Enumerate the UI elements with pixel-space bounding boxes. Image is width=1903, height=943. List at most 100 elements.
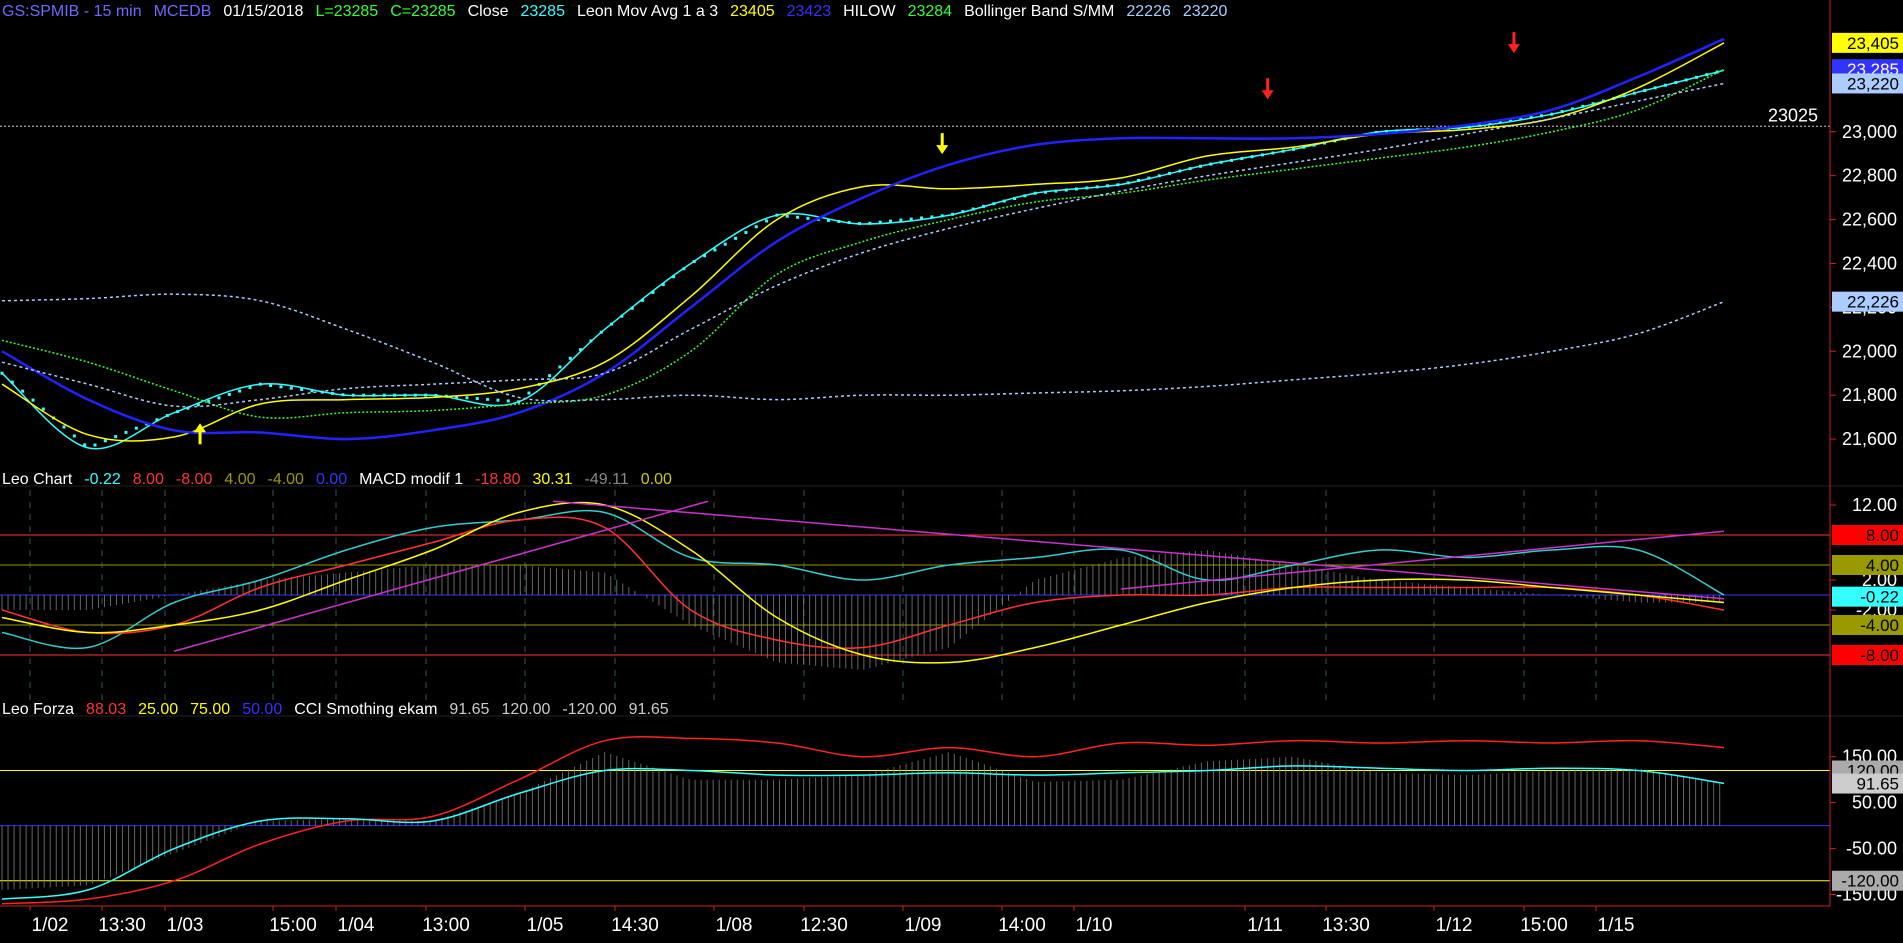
macd-header-item: -4.00: [267, 471, 304, 488]
trendline: [173, 500, 709, 652]
y-tick-label: 23,000: [1842, 122, 1897, 142]
close-point: [1395, 129, 1399, 133]
close-point: [1498, 120, 1502, 124]
close-point: [465, 396, 469, 400]
close-point: [1157, 174, 1161, 178]
close-point: [734, 236, 738, 240]
grid-layer: [0, 125, 1903, 882]
x-tick-label: 15:00: [269, 915, 317, 936]
close-point: [1570, 107, 1574, 111]
price-header-item: Leon Mov Avg 1 a 3: [577, 3, 718, 20]
close-point: [744, 231, 748, 235]
close-point: [1622, 94, 1626, 98]
macd-header-item: 0.00: [316, 471, 347, 488]
series-line-price-2: [1, 37, 1725, 441]
close-point: [310, 389, 314, 393]
x-tick-label: 1/03: [167, 915, 204, 936]
close-point: [1632, 91, 1636, 95]
close-point: [41, 407, 45, 411]
series-layer: [0, 37, 1725, 905]
close-point: [1126, 181, 1130, 185]
cci-header-item: 25.00: [138, 701, 178, 718]
close-point: [506, 399, 510, 403]
close-point: [1529, 115, 1533, 119]
close-point: [1261, 153, 1265, 157]
close-point: [10, 380, 14, 384]
close-point: [1240, 157, 1244, 161]
close-point: [1508, 119, 1512, 123]
last-value-tag: [1832, 525, 1903, 545]
series-line-cci-0: [1, 736, 1725, 905]
signal-arrow-up-icon: [194, 423, 207, 433]
series-line-macd-0: [1, 509, 1725, 650]
series-line-macd-1: [1, 516, 1725, 650]
close-point: [1116, 183, 1120, 187]
y-tick-label: 22,800: [1842, 166, 1897, 186]
last-value-tag: [1832, 870, 1903, 891]
close-point: [258, 382, 262, 386]
close-point: [1601, 99, 1605, 103]
close-point: [93, 443, 97, 447]
close-point: [1023, 194, 1027, 198]
close-point: [1302, 145, 1306, 149]
last-value-tag: [1832, 32, 1903, 53]
close-point: [155, 418, 159, 422]
x-tick-label: 1/05: [527, 915, 564, 936]
close-point: [1044, 190, 1048, 194]
price-header-item: GS:SPMIB - 15 min: [2, 3, 142, 20]
last-value-tag-label: -120.00: [1841, 872, 1899, 891]
macd-header-item: 4.00: [224, 471, 255, 488]
close-point: [1013, 196, 1017, 200]
close-point: [475, 397, 479, 401]
close-point: [558, 365, 562, 369]
annotation-layer: 23025: [173, 32, 1818, 652]
reference-level-label: 23025: [1768, 105, 1818, 125]
last-value-tag-label: 8.00: [1866, 526, 1899, 545]
macd-header-item: -0.22: [84, 471, 121, 488]
close-point: [238, 389, 242, 393]
last-value-tag: [1832, 291, 1903, 312]
x-tick-label: 13:00: [422, 915, 470, 936]
y-tick-label: 12.00: [1852, 495, 1897, 515]
price-header-item: Close: [468, 3, 509, 20]
close-point: [1694, 75, 1698, 79]
close-point: [434, 393, 438, 397]
close-point: [765, 219, 769, 223]
close-point: [1075, 187, 1079, 191]
close-point: [269, 384, 273, 388]
cci-header-item: 120.00: [501, 701, 550, 718]
close-point: [300, 387, 304, 391]
close-point: [971, 207, 975, 211]
close-point: [1457, 126, 1461, 130]
close-point: [1519, 117, 1523, 121]
x-tick-label: 1/10: [1076, 915, 1113, 936]
close-point: [785, 214, 789, 218]
price-header-item: 22226: [1126, 3, 1171, 20]
close-point: [1271, 151, 1275, 155]
last-value-tag: [1832, 586, 1903, 607]
close-point: [165, 414, 169, 418]
close-point: [176, 410, 180, 414]
close-point: [341, 393, 345, 397]
cci-header-item: 91.65: [629, 701, 669, 718]
close-point: [992, 202, 996, 206]
close-point: [1374, 130, 1378, 134]
close-point: [362, 393, 366, 397]
close-point: [0, 371, 4, 375]
close-point: [620, 314, 624, 318]
series-line-price-5: [1, 82, 1725, 408]
close-point: [248, 386, 252, 390]
close-point: [1054, 189, 1058, 193]
close-point: [796, 215, 800, 219]
last-value-tag-label: 22,226: [1847, 293, 1899, 312]
close-point: [899, 218, 903, 222]
macd-header-item: -8.00: [176, 471, 213, 488]
close-point: [134, 426, 138, 430]
price-header-item: 23220: [1183, 3, 1228, 20]
close-point: [703, 254, 707, 258]
close-point: [682, 267, 686, 271]
close-point: [1219, 160, 1223, 164]
